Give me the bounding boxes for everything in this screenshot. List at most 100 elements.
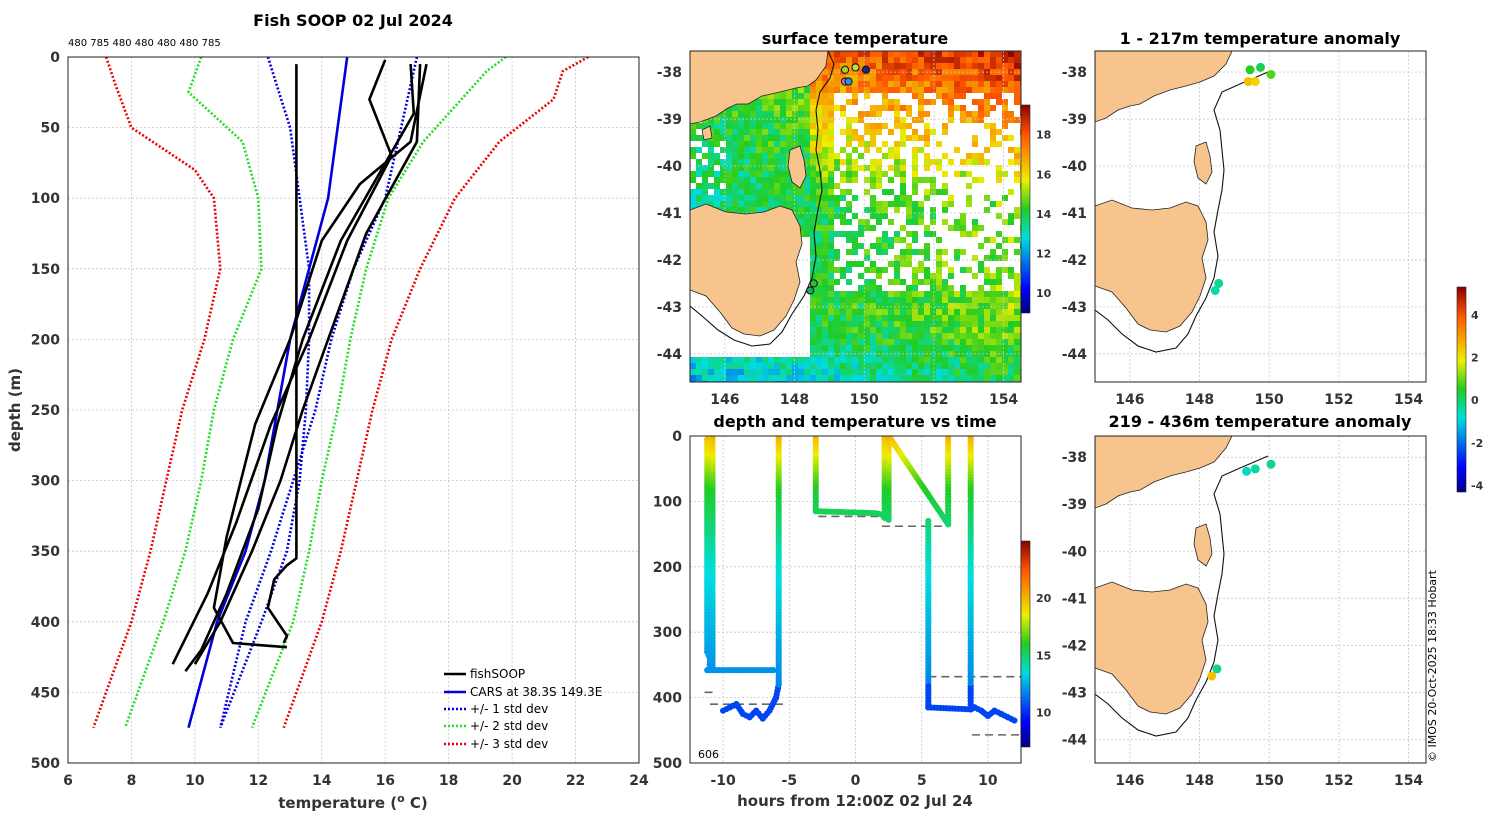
sst-cell <box>732 201 738 207</box>
sst-cell <box>912 291 918 297</box>
sst-cell <box>846 129 852 135</box>
sst-cell <box>714 141 720 147</box>
sst-cell <box>756 369 762 375</box>
sst-cell <box>888 315 894 321</box>
sst-cell <box>960 219 966 225</box>
sst-cell <box>798 207 804 213</box>
sst-cell <box>870 201 876 207</box>
sst-cell <box>900 171 906 177</box>
sst-cell <box>996 141 1002 147</box>
sst-cell <box>888 333 894 339</box>
sst-cell <box>738 375 744 381</box>
sst-cell <box>864 357 870 363</box>
sst-cell <box>870 339 876 345</box>
sst-cell <box>972 291 978 297</box>
sst-cell <box>786 141 792 147</box>
anom2-x-ticks: 146 148 150 152 154 <box>1115 773 1423 789</box>
sst-cell <box>960 309 966 315</box>
sst-cell <box>978 261 984 267</box>
sst-cell <box>966 159 972 165</box>
sst-cell <box>852 57 858 63</box>
sst-cell <box>942 291 948 297</box>
sst-cell <box>900 87 906 93</box>
sst-cell <box>882 123 888 129</box>
sst-x-ticks: 146 148 150 152 154 <box>710 392 1018 408</box>
sst-cell <box>1014 177 1020 183</box>
sst-cell <box>972 57 978 63</box>
sst-cell <box>912 375 918 381</box>
sst-cell <box>852 195 858 201</box>
sst-cell <box>756 375 762 381</box>
sst-cell <box>978 297 984 303</box>
sst-cell <box>804 225 810 231</box>
sst-cell <box>732 189 738 195</box>
sst-cell <box>840 57 846 63</box>
sst-cell <box>846 189 852 195</box>
map-y-tick: -44 <box>1062 732 1088 748</box>
sst-cell <box>984 93 990 99</box>
sst-cell <box>1008 213 1014 219</box>
sst-cell <box>936 261 942 267</box>
sst-cell <box>966 69 972 75</box>
sst-cell <box>870 195 876 201</box>
map-x-tick: 154 <box>989 392 1018 408</box>
sst-cell <box>852 327 858 333</box>
sst-cell <box>996 291 1002 297</box>
sst-cell <box>1002 363 1008 369</box>
sst-colorbar-tick: 12 <box>1036 248 1051 261</box>
sst-cell <box>804 189 810 195</box>
sst-cell <box>900 195 906 201</box>
sst-cell <box>918 291 924 297</box>
sst-cell <box>726 189 732 195</box>
sst-cell <box>1008 339 1014 345</box>
sst-cell <box>942 189 948 195</box>
anomaly-colorbar-tick: -2 <box>1471 437 1483 450</box>
sst-cell <box>912 237 918 243</box>
sst-cell <box>744 159 750 165</box>
sst-cell <box>894 147 900 153</box>
map-y-tick: -40 <box>1062 544 1088 560</box>
anom1-point <box>1214 278 1224 288</box>
sst-cell <box>708 153 714 159</box>
sst-cell <box>780 189 786 195</box>
sst-cell <box>750 153 756 159</box>
sst-cell <box>990 321 996 327</box>
sst-cell <box>708 357 714 363</box>
sst-cell <box>984 63 990 69</box>
sst-cell <box>936 189 942 195</box>
sst-cell <box>810 357 816 363</box>
sst-cell <box>924 297 930 303</box>
sst-cell <box>918 81 924 87</box>
shelf-contour <box>1095 455 1269 737</box>
sst-cell <box>948 99 954 105</box>
sst-cell <box>840 339 846 345</box>
sst-cell <box>792 195 798 201</box>
anom1-points <box>1210 62 1276 295</box>
sst-cell <box>690 135 696 141</box>
sst-cell <box>912 93 918 99</box>
anomaly-colorbar-tick: 4 <box>1471 309 1479 322</box>
sst-cell <box>834 207 840 213</box>
sst-cell <box>870 165 876 171</box>
sst-cell <box>762 177 768 183</box>
sst-cell <box>702 153 708 159</box>
sst-cell <box>828 255 834 261</box>
sst-cell <box>822 351 828 357</box>
shelf-contour <box>690 51 835 347</box>
sst-cell <box>918 261 924 267</box>
sst-cell <box>894 291 900 297</box>
anom1-point <box>1210 285 1220 295</box>
sst-cell <box>924 243 930 249</box>
sst-cell <box>834 153 840 159</box>
sst-cell <box>966 183 972 189</box>
sst-cell <box>828 291 834 297</box>
sst-cell <box>1008 273 1014 279</box>
sst-cell <box>906 291 912 297</box>
sst-cell <box>948 159 954 165</box>
sst-cell <box>702 369 708 375</box>
sst-cell <box>804 141 810 147</box>
sst-cell <box>864 51 870 57</box>
sst-cell <box>876 177 882 183</box>
sst-cell <box>924 141 930 147</box>
sst-cell <box>876 51 882 57</box>
